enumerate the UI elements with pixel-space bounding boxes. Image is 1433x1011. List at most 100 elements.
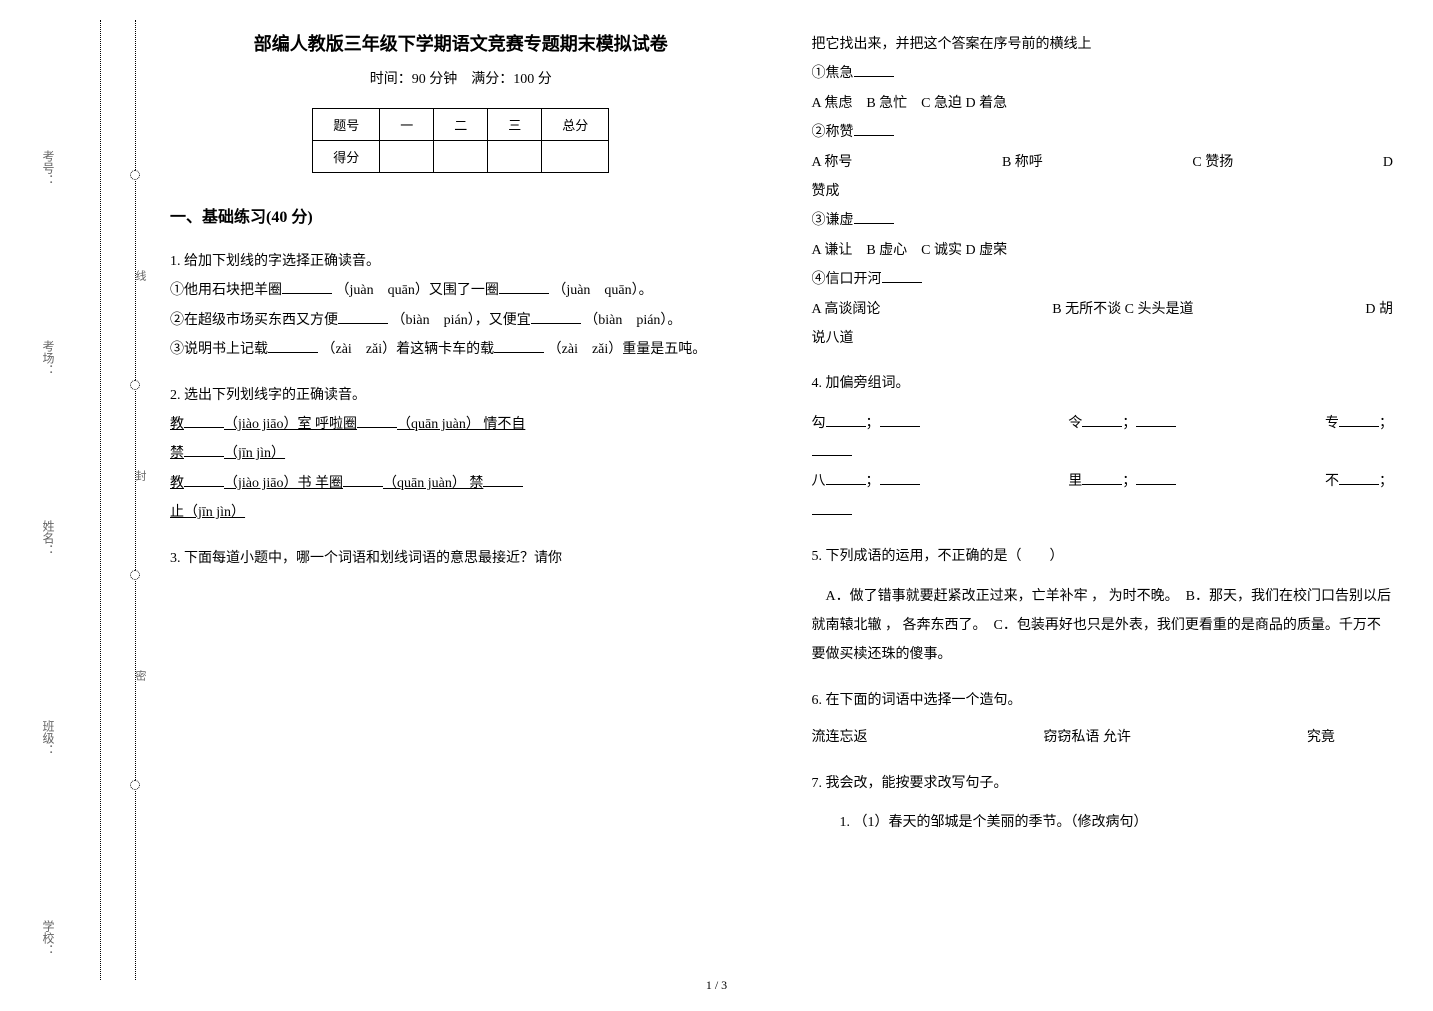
q7-stem: 7. 我会改，能按要求改写句子。 [812,769,1394,798]
options: A 谦让 B 虚心 C 诚实 D 虚荣 [812,236,1394,265]
blank [184,473,224,487]
th: 三 [488,109,542,141]
q1-line: ①他用石块把羊圈 （juàn quān）又围了一圈 （juàn quān）。 [170,276,752,305]
question-4: 4. 加偏旁组词。 勾； 令； 专； 八； 里； 不； [812,369,1394,526]
text: 里 [1068,474,1082,489]
q2-line: 止（jīn jìn） [170,498,752,527]
options: A 高谈阔论 B 无所不谈 C 头头是道 D 胡 [812,295,1394,324]
item: ②称赞 [812,118,1394,147]
th: 总分 [542,109,609,141]
blank [812,442,852,456]
td [488,141,542,173]
q1-line: ③说明书上记载 （zài zǎi）着这辆卡车的载 （zài zǎi）重量是五吨。 [170,335,752,364]
blank [854,210,894,224]
q5-stem: 5. 下列成语的运用，不正确的是（ ） [812,542,1394,571]
section-1-heading: 一、基础练习(40 分) [170,203,752,227]
word: 窃窃私语 允许 [1043,723,1131,752]
circle-marker [130,380,140,390]
opt: B 无所不谈 C 头头是道 [1052,295,1193,324]
score-table: 题号 一 二 三 总分 得分 [312,108,609,173]
th: 二 [434,109,488,141]
question-6: 6. 在下面的词语中选择一个造句。 流连忘返 窃窃私语 允许 究竟 [812,686,1394,753]
cell: 令； [1068,409,1176,438]
text: （quān juàn） 禁 [383,476,483,491]
blank [483,473,523,487]
q6-words: 流连忘返 窃窃私语 允许 究竟 [812,723,1335,752]
q6-stem: 6. 在下面的词语中选择一个造句。 [812,686,1394,715]
left-column: 部编人教版三年级下学期语文竞赛专题期末模拟试卷 时间：90 分钟 满分：100 … [170,30,752,853]
table-row: 得分 [313,141,609,173]
circle-marker [130,780,140,790]
blank [826,413,866,427]
page-content: 部编人教版三年级下学期语文竞赛专题期末模拟试卷 时间：90 分钟 满分：100 … [170,30,1393,853]
text: 勾 [812,416,826,431]
blank [499,280,549,294]
text: 不 [1325,474,1339,489]
question-5: 5. 下列成语的运用，不正确的是（ ） A．做了错事就要赶紧改正过来，亡羊补牢 … [812,542,1394,670]
text: （juàn quān）又围了一圈 [336,283,499,298]
page-number: 1 / 3 [706,978,727,993]
q3-continued: 把它找出来，并把这个答案在序号前的横线上 ①焦急 A 焦虑 B 急忙 C 急迫 … [812,30,1394,353]
text: （quān juàn） 情不自 [397,417,525,432]
opt: D [1383,148,1393,177]
blank [1082,413,1122,427]
q4-stem: 4. 加偏旁组词。 [812,369,1394,398]
blank [1339,471,1379,485]
dotted-line-outer [100,20,101,980]
exam-subtitle: 时间：90 分钟 满分：100 分 [170,68,752,88]
blank [357,414,397,428]
cell: 勾； [812,409,920,438]
text: ③谦虚 [812,213,854,228]
text: ①焦急 [812,66,854,81]
th: 一 [380,109,434,141]
blank [282,280,332,294]
q7-sub: 1. （1）春天的邹城是个美丽的季节。（修改病句） [840,808,1394,837]
text: ②在超级市场买东西又方便 [170,313,338,328]
td [542,141,609,173]
opt: D 胡 [1365,295,1393,324]
blank [1136,413,1176,427]
text: （jiào jiāo）室 呼啦圈 [224,417,357,432]
blank [880,413,920,427]
seal-text: 封 [132,470,148,487]
th: 题号 [313,109,380,141]
circle-marker [130,570,140,580]
q4-row-cont [812,497,1394,526]
text: 令 [1068,416,1082,431]
text: 八 [812,474,826,489]
item: ①焦急 [812,59,1394,88]
seal-text: 线 [132,270,148,287]
right-column: 把它找出来，并把这个答案在序号前的横线上 ①焦急 A 焦虑 B 急忙 C 急迫 … [812,30,1394,853]
td: 得分 [313,141,380,173]
binding-rail: 线 封 密 学校： 班级： 姓名： 考场： 考号： [40,0,140,1011]
question-1: 1. 给加下划线的字选择正确读音。 ①他用石块把羊圈 （juàn quān）又围… [170,247,752,365]
text: （jiào jiāo）书 羊圈 [224,476,343,491]
td [434,141,488,173]
opt: A 称号 [812,148,853,177]
opt: B 称呼 [1002,148,1043,177]
text: ①他用石块把羊圈 [170,283,282,298]
blank [343,473,383,487]
cell: 专； [1325,409,1393,438]
q2-line: 禁（jīn jìn） [170,439,752,468]
table-row: 题号 一 二 三 总分 [313,109,609,141]
cell: 不； [1325,467,1393,496]
label-class: 班级： [40,720,57,756]
exam-title: 部编人教版三年级下学期语文竞赛专题期末模拟试卷 [170,30,752,56]
blank [1082,471,1122,485]
text: 把它找出来，并把这个答案在序号前的横线上 [812,30,1394,59]
question-2: 2. 选出下列划线字的正确读音。 教（jiào jiāo）室 呼啦圈（quān … [170,381,752,528]
q4-row: 八； 里； 不； [812,467,1394,496]
cell: 里； [1068,467,1176,496]
opt: C 赞扬 [1192,148,1233,177]
text: 禁 [170,446,184,461]
blank [184,443,224,457]
q2-stem: 2. 选出下列划线字的正确读音。 [170,381,752,410]
text: （zài zǎi）着这辆卡车的载 [322,342,495,357]
q1-stem: 1. 给加下划线的字选择正确读音。 [170,247,752,276]
text: ④信口开河 [812,272,882,287]
label-school: 学校： [40,920,57,956]
text: （zài zǎi）重量是五吨。 [548,342,707,357]
text: 止（jīn jìn） [170,505,245,520]
cell: 八； [812,467,920,496]
